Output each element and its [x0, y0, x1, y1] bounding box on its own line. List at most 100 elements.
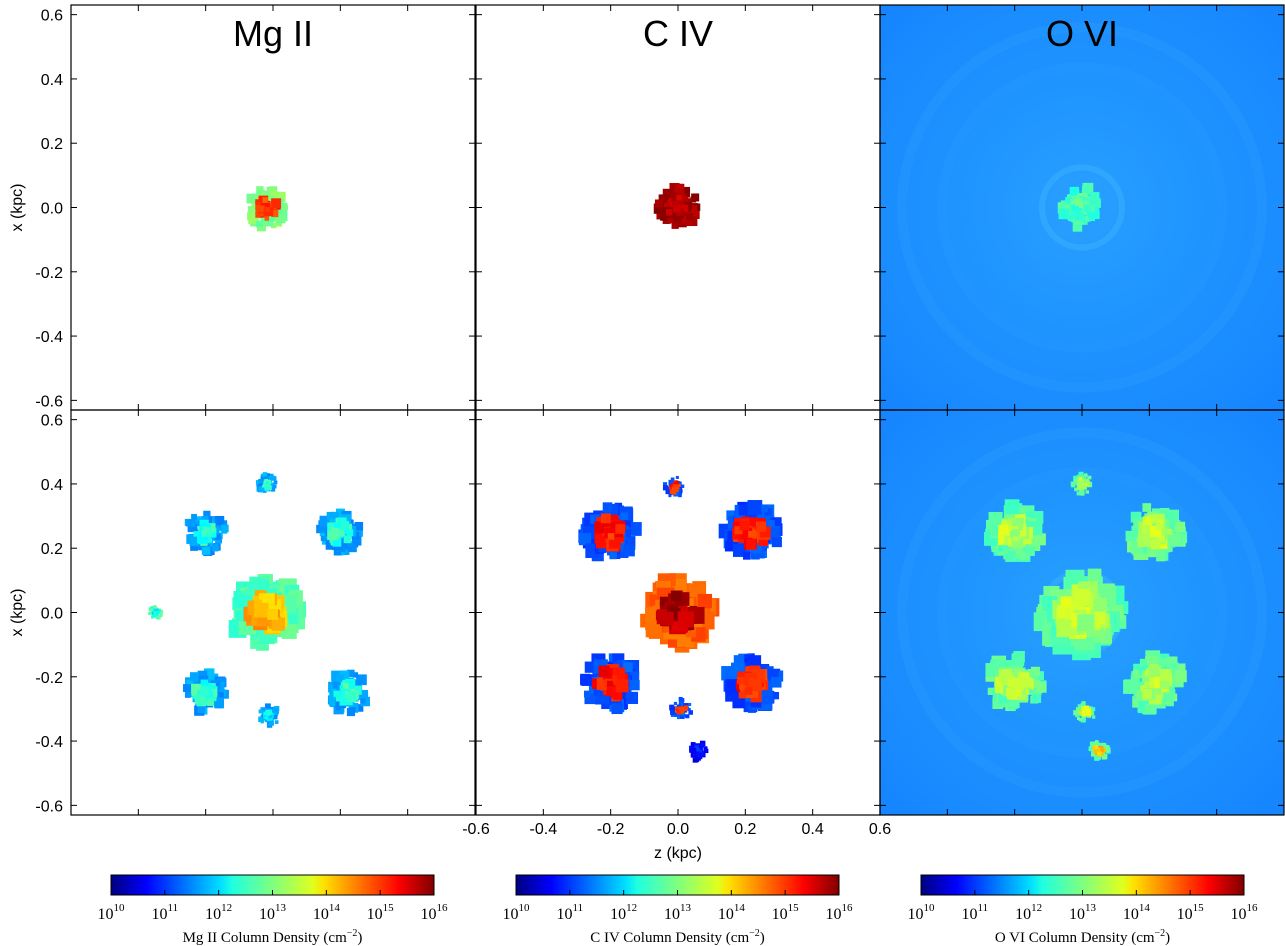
- pixel-cell: [668, 494, 672, 498]
- pixel-cell: [1087, 475, 1092, 480]
- pixel-cell: [215, 536, 222, 544]
- pixel-cell: [749, 517, 758, 526]
- pixel-cell: [770, 677, 782, 688]
- pixel-cell: [337, 528, 344, 536]
- pixel-cell: [666, 209, 673, 216]
- pixel-cell: [671, 706, 676, 711]
- pixel-cell: [274, 712, 279, 716]
- pixel-cell: [1101, 748, 1106, 753]
- pixel-cell: [262, 197, 268, 203]
- pixel-cell: [1146, 519, 1153, 526]
- pixel-cell: [193, 531, 199, 537]
- colorbar-tick-label: 1010: [908, 902, 936, 923]
- pixel-cell: [764, 508, 773, 516]
- pixel-cell: [620, 512, 629, 521]
- pixel-cell: [744, 687, 753, 695]
- colorbar-tick-label: 1013: [259, 902, 287, 923]
- pixel-cell: [258, 205, 265, 212]
- pixel-cell: [335, 692, 346, 702]
- colorbar-tick-label: 1010: [503, 902, 531, 923]
- pixel-cell: [1080, 705, 1085, 710]
- pixel-cell: [184, 692, 191, 698]
- pixel-cell: [340, 538, 352, 550]
- pixel-cell: [263, 711, 267, 716]
- pixel-cell: [272, 484, 277, 489]
- pixel-cell: [352, 672, 359, 678]
- pixel-cell: [197, 670, 208, 681]
- colorbar-label: Mg II Column Density (cm−2): [183, 928, 363, 946]
- pixel-cell: [623, 520, 631, 528]
- pixel-cell: [768, 525, 781, 538]
- pixel-cell: [673, 485, 677, 489]
- pixel-cell: [607, 680, 614, 687]
- pixel-cell: [221, 524, 229, 533]
- emission-region: [316, 508, 364, 556]
- y-tick-label: 0.4: [41, 477, 63, 494]
- colorbar-tick-label: 1016: [421, 902, 449, 923]
- pixel-cell: [265, 703, 271, 709]
- pixel-cell: [991, 525, 1003, 537]
- pixel-cell: [659, 207, 671, 219]
- pixel-cell: [610, 686, 623, 699]
- pixel-cell: [660, 611, 674, 626]
- pixel-cell: [1001, 678, 1008, 684]
- pixel-cell: [183, 684, 191, 693]
- pixel-cell: [326, 511, 335, 520]
- pixel-cell: [998, 524, 1009, 536]
- pixel-cell: [686, 213, 693, 220]
- pixel-cell: [628, 522, 642, 536]
- pixel-cell: [700, 751, 704, 755]
- pixel-cell: [759, 526, 771, 538]
- y-tick-label: -0.2: [35, 265, 63, 282]
- pixel-cell: [319, 515, 331, 527]
- pixel-cell: [335, 508, 345, 518]
- pixel-cell: [1004, 499, 1020, 515]
- pixel-cell: [645, 607, 659, 621]
- pixel-cell: [702, 614, 714, 627]
- x-tick-label: -0.6: [462, 821, 490, 838]
- panel-title: Mg II: [233, 13, 313, 54]
- pixel-cell: [247, 206, 258, 216]
- pixel-cell: [262, 714, 268, 719]
- pixel-cell: [1072, 201, 1082, 211]
- pixel-cell: [271, 210, 279, 218]
- pixel-cell: [1073, 477, 1077, 481]
- pixel-cell: [265, 476, 269, 480]
- pixel-cell: [1081, 490, 1085, 495]
- pixel-cell: [658, 194, 667, 203]
- pixel-cell: [1078, 472, 1084, 478]
- pixel-cell: [1021, 677, 1032, 688]
- pixel-cell: [211, 696, 217, 702]
- pixel-cell: [200, 679, 209, 687]
- pixel-cell: [698, 751, 702, 755]
- colorbar-tick-label: 1015: [772, 902, 800, 923]
- pixel-cell: [598, 665, 610, 677]
- pixel-cell: [738, 504, 750, 516]
- pixel-cell: [662, 188, 674, 200]
- pixel-cell: [686, 205, 697, 216]
- pixel-cell: [191, 513, 197, 520]
- pixel-cell: [622, 529, 632, 538]
- pixel-cell: [268, 711, 272, 715]
- pixel-cell: [676, 709, 682, 715]
- pixel-cell: [593, 687, 602, 696]
- pixel-cell: [1083, 473, 1088, 478]
- pixel-cell: [267, 721, 271, 725]
- pixel-cell: [699, 749, 703, 753]
- emission-region: [327, 669, 370, 717]
- panels-layer: [148, 5, 1284, 815]
- pixel-cell: [1086, 707, 1091, 712]
- colorbar-o-vi: 1010 1011 1012 1013 1014 1015 1016 O VI Column …: [908, 874, 1258, 946]
- pixel-cell: [734, 526, 743, 535]
- pixel-cell: [680, 698, 685, 703]
- pixel-cell: [693, 754, 697, 758]
- pixel-cell: [1080, 702, 1086, 708]
- pixel-cell: [604, 527, 616, 539]
- pixel-cell: [625, 691, 639, 704]
- pixel-cell: [1169, 693, 1178, 702]
- pixel-cell: [675, 183, 685, 194]
- pixel-cell: [1156, 552, 1166, 562]
- pixel-cell: [201, 546, 211, 555]
- pixel-cell: [678, 481, 682, 486]
- pixel-cell: [732, 544, 746, 557]
